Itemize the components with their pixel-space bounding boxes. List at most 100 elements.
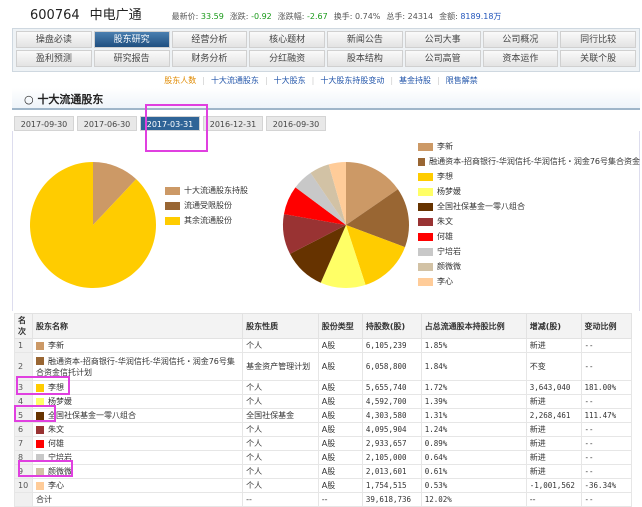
legend-item: 朱文 [418, 214, 640, 229]
date-tab[interactable]: 2017-09-30 [14, 116, 74, 131]
color-swatch [36, 425, 45, 434]
nav-tab[interactable]: 资本运作 [482, 50, 559, 67]
nav-tab[interactable]: 核心题材 [249, 31, 325, 48]
sub-link[interactable]: 十大流通股东 [210, 76, 259, 85]
cell: 新进 [525, 422, 582, 437]
legend-item: 其余流通股份 [165, 213, 248, 228]
nav-tab[interactable]: 同行比较 [560, 31, 636, 48]
legend-item: 宁培岩 [418, 244, 640, 259]
cell: 4,095,904 [361, 422, 422, 437]
color-swatch [36, 383, 45, 392]
highlight-row6 [14, 405, 56, 422]
cell: 2 [13, 352, 34, 381]
sub-link[interactable]: 限售解禁 [445, 76, 478, 85]
cell: A股 [317, 450, 363, 465]
legend-item: 十大流通股东持股 [165, 183, 248, 198]
cell: 6 [13, 422, 34, 437]
pie2-legend: 李新 融通资本-招商银行-华润信托-华润信托・润金76号集合资金 李想 杨梦媛 全国社保… [418, 139, 640, 289]
nav-tab[interactable]: 公司高管 [404, 50, 481, 67]
holder-name[interactable]: 颜微微 [48, 467, 73, 476]
sub-link[interactable]: 股东人数 [164, 76, 197, 85]
cell: 全国社保基金一零八组合 [32, 408, 244, 423]
cell: 2,105,000 [361, 450, 422, 465]
cell: 111.47% [580, 408, 633, 423]
sub-link[interactable]: 十大股东持股变动 [320, 76, 385, 85]
holder-name[interactable]: 李新 [48, 341, 65, 350]
holder-name[interactable]: 宁培岩 [48, 453, 73, 462]
date-tab[interactable]: 2016-09-30 [266, 116, 326, 131]
separator: | [311, 76, 315, 85]
holder-name[interactable]: 李想 [48, 383, 65, 392]
holder-name[interactable]: 全国社保基金一零八组合 [48, 411, 137, 420]
cell: 10 [13, 478, 34, 493]
cell: 6,058,800 [361, 352, 422, 381]
date-tab[interactable]: 2016-12-31 [203, 116, 263, 131]
cell: 个人 [242, 450, 319, 465]
cell: 39,618,736 [361, 492, 422, 507]
pie2-slice [310, 164, 346, 225]
color-swatch [36, 453, 45, 462]
cell: 个人 [242, 478, 319, 493]
nav-tab[interactable]: 新闻公告 [327, 31, 403, 48]
nav-tab[interactable]: 关联个股 [560, 50, 636, 67]
table-row: 3 李想 个人 A股 5,655,740 1.72% 3,643,040 181.00% [13, 380, 633, 395]
holder-name[interactable]: 朱文 [48, 425, 65, 434]
nav-tab[interactable]: 财务分析 [171, 50, 248, 67]
sub-link[interactable]: 基金持股 [399, 76, 432, 85]
nav-tab[interactable]: 股东研究 [93, 31, 170, 48]
nav-tab[interactable]: 股本结构 [327, 50, 403, 67]
nav-tab[interactable]: 公司大事 [404, 31, 481, 48]
float-share-pie [30, 162, 157, 288]
section-header: ○ 十大流通股东 [12, 88, 640, 110]
legend-item: 李心 [418, 274, 640, 289]
sub-link[interactable]: 十大股东 [273, 76, 306, 85]
cell: -- [580, 394, 633, 409]
cell: 1,754,515 [361, 478, 422, 493]
legend-item: 李新 [418, 139, 640, 154]
cell: 2,268,461 [525, 408, 582, 423]
holder-name[interactable]: 何雄 [48, 439, 65, 448]
legend-label: 何雄 [437, 232, 453, 241]
quote-value: 0.74% [354, 12, 381, 21]
cell: 4,592,700 [361, 394, 422, 409]
cell: 何雄 [32, 436, 244, 451]
column-header: 名次 [13, 313, 34, 339]
nav-tab[interactable]: 分红融资 [249, 50, 325, 67]
quote-value: -2.67 [307, 12, 328, 21]
date-tabs: 2017-09-30 2017-06-30 2017-03-31 2016-12-31… [14, 116, 326, 131]
cell: 4,303,580 [361, 408, 422, 423]
cell: A股 [317, 380, 363, 395]
quote-item: 换手: 0.74% [334, 12, 381, 21]
section-title: ○ 十大流通股东 [24, 93, 104, 106]
nav-tab[interactable]: 研究报告 [93, 50, 170, 67]
legend-item: 全国社保基金一零八组合 [418, 199, 640, 214]
legend-swatch [418, 217, 433, 226]
cell: 新进 [525, 464, 582, 479]
date-tab[interactable]: 2017-03-31 [140, 116, 200, 131]
legend-swatch [418, 262, 433, 271]
quote-item: 金额: 8189.18万 [439, 12, 501, 21]
cell: 个人 [242, 338, 319, 353]
legend-item: 流通受限股份 [165, 198, 248, 213]
legend-label: 李想 [437, 172, 453, 181]
legend-item: 李想 [418, 169, 640, 184]
nav-tab[interactable]: 操盘必读 [16, 31, 92, 48]
holder-name[interactable]: 李心 [48, 481, 65, 490]
quote-label: 涨跌: [229, 12, 249, 21]
nav-tab[interactable]: 经营分析 [171, 31, 248, 48]
legend-label: 流通受限股份 [184, 201, 232, 210]
date-tab[interactable]: 2017-06-30 [77, 116, 137, 131]
nav-tab[interactable]: 公司概况 [482, 31, 559, 48]
sub-links: 股东人数 | 十大流通股东 | 十大股东 | 十大股东持股变动 | 基金持股 | 限售解禁 [0, 75, 642, 86]
cell: 3 [13, 380, 34, 395]
highlight-box [145, 104, 208, 152]
pie2-slice [320, 225, 366, 288]
quote-item: 最新价: 33.59 [172, 12, 224, 21]
holder-name[interactable]: 杨梦媛 [48, 397, 73, 406]
cell: 全国社保基金 [242, 408, 319, 423]
column-header: 占总流通股本持股比例 [420, 313, 527, 339]
pie2-slice [346, 189, 409, 248]
legend-item: 何雄 [418, 229, 640, 244]
holder-name[interactable]: 融通资本-招商银行-华润信托-华润信托・润金76号集合资金信托计划 [36, 356, 235, 377]
nav-tab[interactable]: 盈利预测 [16, 50, 92, 67]
